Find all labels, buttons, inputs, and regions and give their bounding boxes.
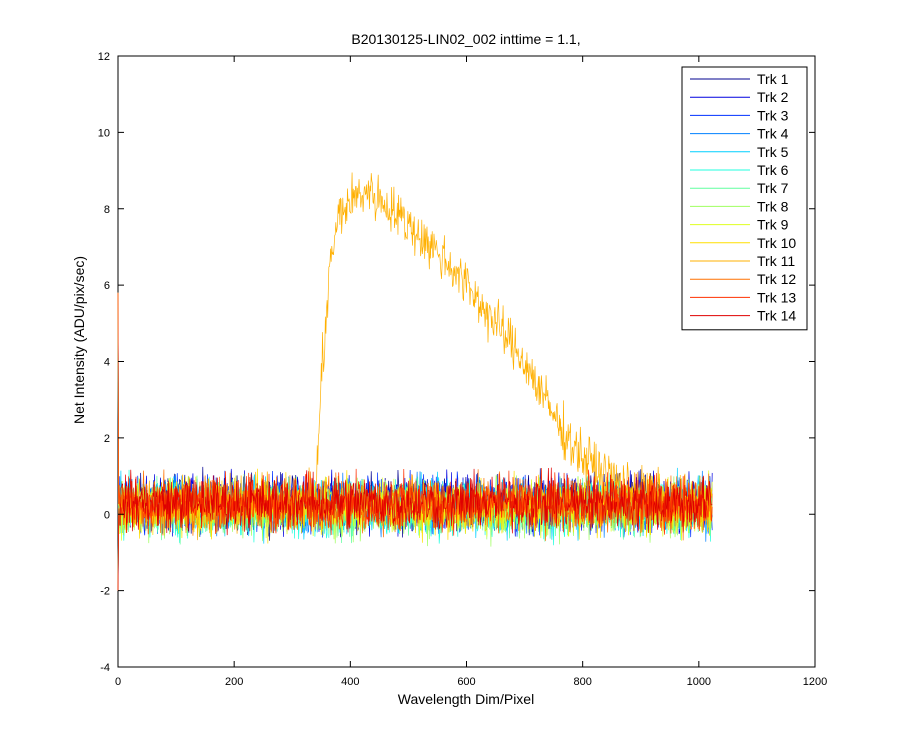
legend-entry: Trk 5: [757, 144, 789, 160]
legend-entry: Trk 6: [757, 162, 789, 178]
x-axis-label: Wavelength Dim/Pixel: [398, 691, 534, 707]
y-tick-label: -2: [100, 586, 110, 598]
y-axis-label: Net Intensity (ADU/pix/sec): [71, 256, 87, 424]
x-axis: 0 200 400 600 800 1000 1200: [115, 56, 827, 688]
legend-entry: Trk 11: [757, 253, 795, 269]
legend: Trk 1 Trk 2 Trk 3 Trk 4 Trk 5 Trk 6 Trk 7 Trk 8…: [681, 66, 808, 331]
legend-entry: Trk 4: [757, 126, 789, 142]
x-tick-label: 800: [573, 676, 591, 688]
legend-entry: Trk 14: [757, 308, 796, 324]
x-tick-label: 400: [341, 676, 359, 688]
chart-title: B20130125-LIN02_002 inttime = 1.1,: [351, 31, 580, 47]
legend-entry: Trk 8: [757, 198, 789, 214]
y-axis: -4 -2 0 2 4 6 8 10 12: [98, 51, 815, 674]
x-tick-label: 0: [115, 676, 121, 688]
legend-entry: Trk 10: [757, 235, 796, 251]
legend-box: [681, 66, 808, 331]
y-tick-label: 10: [98, 127, 110, 139]
legend-entry: Trk 9: [757, 217, 789, 233]
legend-entry: Trk 1: [757, 71, 789, 87]
y-tick-label: 0: [104, 509, 110, 521]
y-tick-label: -4: [100, 662, 110, 674]
y-tick-label: 6: [104, 280, 110, 292]
y-tick-label: 8: [104, 204, 110, 216]
y-tick-label: 4: [104, 357, 110, 369]
legend-entry: Trk 7: [757, 180, 789, 196]
x-tick-label: 1200: [803, 676, 827, 688]
y-tick-label: 2: [104, 433, 110, 445]
legend-entry: Trk 3: [757, 107, 789, 123]
legend-entry: Trk 13: [757, 289, 796, 305]
legend-entry: Trk 2: [757, 89, 789, 105]
x-tick-label: 600: [457, 676, 475, 688]
y-tick-label: 12: [98, 51, 110, 63]
series-layer: [117, 172, 713, 591]
legend-entry: Trk 12: [757, 271, 796, 287]
x-tick-label: 1000: [687, 676, 711, 688]
series-line: [117, 467, 713, 591]
x-tick-label: 200: [225, 676, 243, 688]
